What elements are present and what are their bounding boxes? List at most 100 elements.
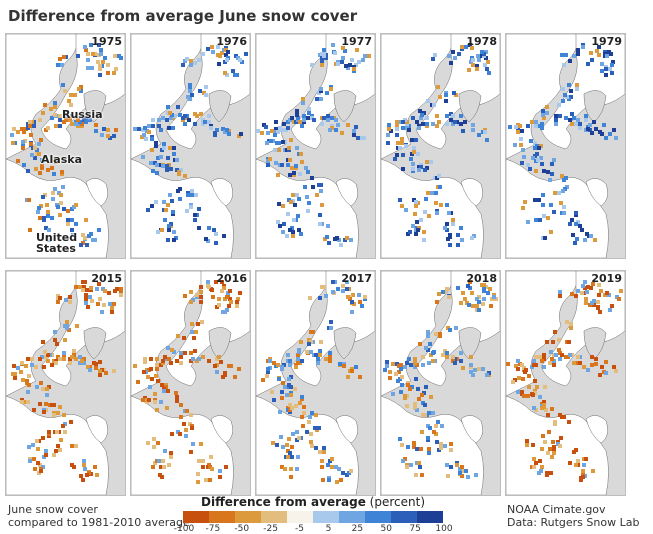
snow-anomaly-cell — [197, 207, 201, 211]
map-panel-1976: 1976 — [130, 33, 251, 259]
snow-anomaly-cell — [41, 340, 45, 344]
snow-anomaly-cell — [147, 398, 151, 402]
snow-anomaly-cell — [322, 116, 326, 120]
snow-anomaly-cell — [438, 332, 442, 336]
snow-anomaly-cell — [155, 408, 159, 412]
snow-anomaly-cell — [542, 400, 546, 404]
snow-anomaly-cell — [72, 465, 76, 469]
snow-anomaly-cell — [199, 300, 203, 304]
snow-anomaly-cell — [431, 359, 435, 363]
snow-anomaly-cell — [276, 220, 280, 224]
snow-anomaly-cell — [537, 198, 541, 202]
snow-anomaly-cell — [520, 363, 524, 367]
snow-anomaly-cell — [34, 365, 38, 369]
snow-anomaly-cell — [548, 178, 552, 182]
snow-anomaly-cell — [538, 355, 542, 359]
legend-tick-label: -75 — [205, 524, 221, 534]
snow-anomaly-cell — [271, 441, 275, 445]
snow-anomaly-cell — [306, 209, 310, 213]
snow-anomaly-cell — [61, 424, 65, 428]
snow-anomaly-cell — [526, 394, 530, 398]
snow-anomaly-cell — [471, 373, 475, 377]
snow-anomaly-cell — [290, 445, 294, 449]
snow-anomaly-cell — [200, 320, 204, 324]
legend-swatch — [417, 511, 443, 523]
snow-anomaly-cell — [190, 189, 194, 193]
snow-anomaly-cell — [581, 284, 585, 288]
snow-anomaly-cell — [307, 342, 311, 346]
snow-anomaly-cell — [269, 139, 273, 143]
snow-anomaly-cell — [204, 478, 208, 482]
snow-anomaly-cell — [261, 378, 265, 382]
snow-anomaly-cell — [590, 301, 594, 305]
snow-anomaly-cell — [290, 406, 294, 410]
snow-anomaly-cell — [87, 234, 91, 238]
snow-anomaly-cell — [280, 396, 284, 400]
snow-anomaly-cell — [99, 52, 103, 56]
snow-anomaly-cell — [170, 348, 174, 352]
snow-anomaly-cell — [553, 330, 557, 334]
snow-anomaly-cell — [206, 280, 210, 284]
snow-anomaly-cell — [549, 203, 553, 207]
snow-anomaly-cell — [69, 103, 73, 107]
snow-anomaly-cell — [220, 289, 224, 293]
snow-anomaly-cell — [169, 451, 173, 455]
snow-anomaly-cell — [11, 141, 15, 145]
snow-anomaly-cell — [112, 134, 116, 138]
snow-anomaly-cell — [302, 114, 306, 118]
snow-anomaly-cell — [320, 465, 324, 469]
snow-anomaly-cell — [167, 357, 171, 361]
snow-anomaly-cell — [521, 148, 525, 152]
snow-anomaly-cell — [44, 226, 48, 230]
snow-anomaly-cell — [170, 432, 174, 436]
snow-anomaly-cell — [203, 120, 207, 124]
snow-anomaly-cell — [223, 71, 227, 75]
snow-anomaly-cell — [445, 114, 449, 118]
snow-anomaly-cell — [431, 57, 435, 61]
snow-anomaly-cell — [287, 437, 291, 441]
snow-anomaly-cell — [28, 459, 32, 463]
snow-anomaly-cell — [522, 155, 526, 159]
snow-anomaly-cell — [341, 284, 345, 288]
snow-anomaly-cell — [558, 444, 562, 448]
snow-anomaly-cell — [58, 57, 62, 61]
snow-anomaly-cell — [343, 49, 347, 53]
snow-anomaly-cell — [174, 391, 178, 395]
snow-anomaly-cell — [288, 173, 292, 177]
snow-anomaly-cell — [70, 122, 74, 126]
map-panel-1977: 1977 — [255, 33, 376, 259]
page-title: Difference from average June snow cover — [8, 7, 358, 25]
snow-anomaly-cell — [341, 471, 345, 475]
snow-anomaly-cell — [586, 62, 590, 66]
snow-anomaly-cell — [308, 415, 312, 419]
snow-anomaly-cell — [460, 465, 464, 469]
snow-anomaly-cell — [405, 361, 409, 365]
panel-year: 2019 — [591, 272, 622, 285]
snow-anomaly-cell — [363, 295, 367, 299]
snow-anomaly-cell — [525, 443, 529, 447]
snow-anomaly-cell — [85, 473, 89, 477]
snow-anomaly-cell — [142, 133, 146, 137]
snow-anomaly-cell — [85, 243, 89, 247]
snow-anomaly-cell — [196, 322, 200, 326]
snow-anomaly-cell — [534, 120, 538, 124]
snow-anomaly-cell — [175, 359, 179, 363]
snow-anomaly-cell — [549, 230, 553, 234]
snow-anomaly-cell — [183, 114, 187, 118]
snow-anomaly-cell — [290, 166, 294, 170]
snow-anomaly-cell — [21, 146, 25, 150]
snow-anomaly-cell — [81, 233, 85, 237]
snow-anomaly-cell — [531, 156, 535, 160]
snow-anomaly-cell — [395, 127, 399, 131]
snow-anomaly-cell — [578, 361, 582, 365]
snow-anomaly-cell — [356, 136, 360, 140]
snow-anomaly-cell — [608, 132, 612, 136]
snow-anomaly-cell — [74, 222, 78, 226]
snow-anomaly-cell — [210, 467, 214, 471]
snow-anomaly-cell — [592, 120, 596, 124]
snow-anomaly-cell — [459, 359, 463, 363]
snow-anomaly-cell — [181, 63, 185, 67]
snow-anomaly-cell — [303, 185, 307, 189]
snow-anomaly-cell — [189, 351, 193, 355]
snow-anomaly-cell — [79, 243, 83, 247]
